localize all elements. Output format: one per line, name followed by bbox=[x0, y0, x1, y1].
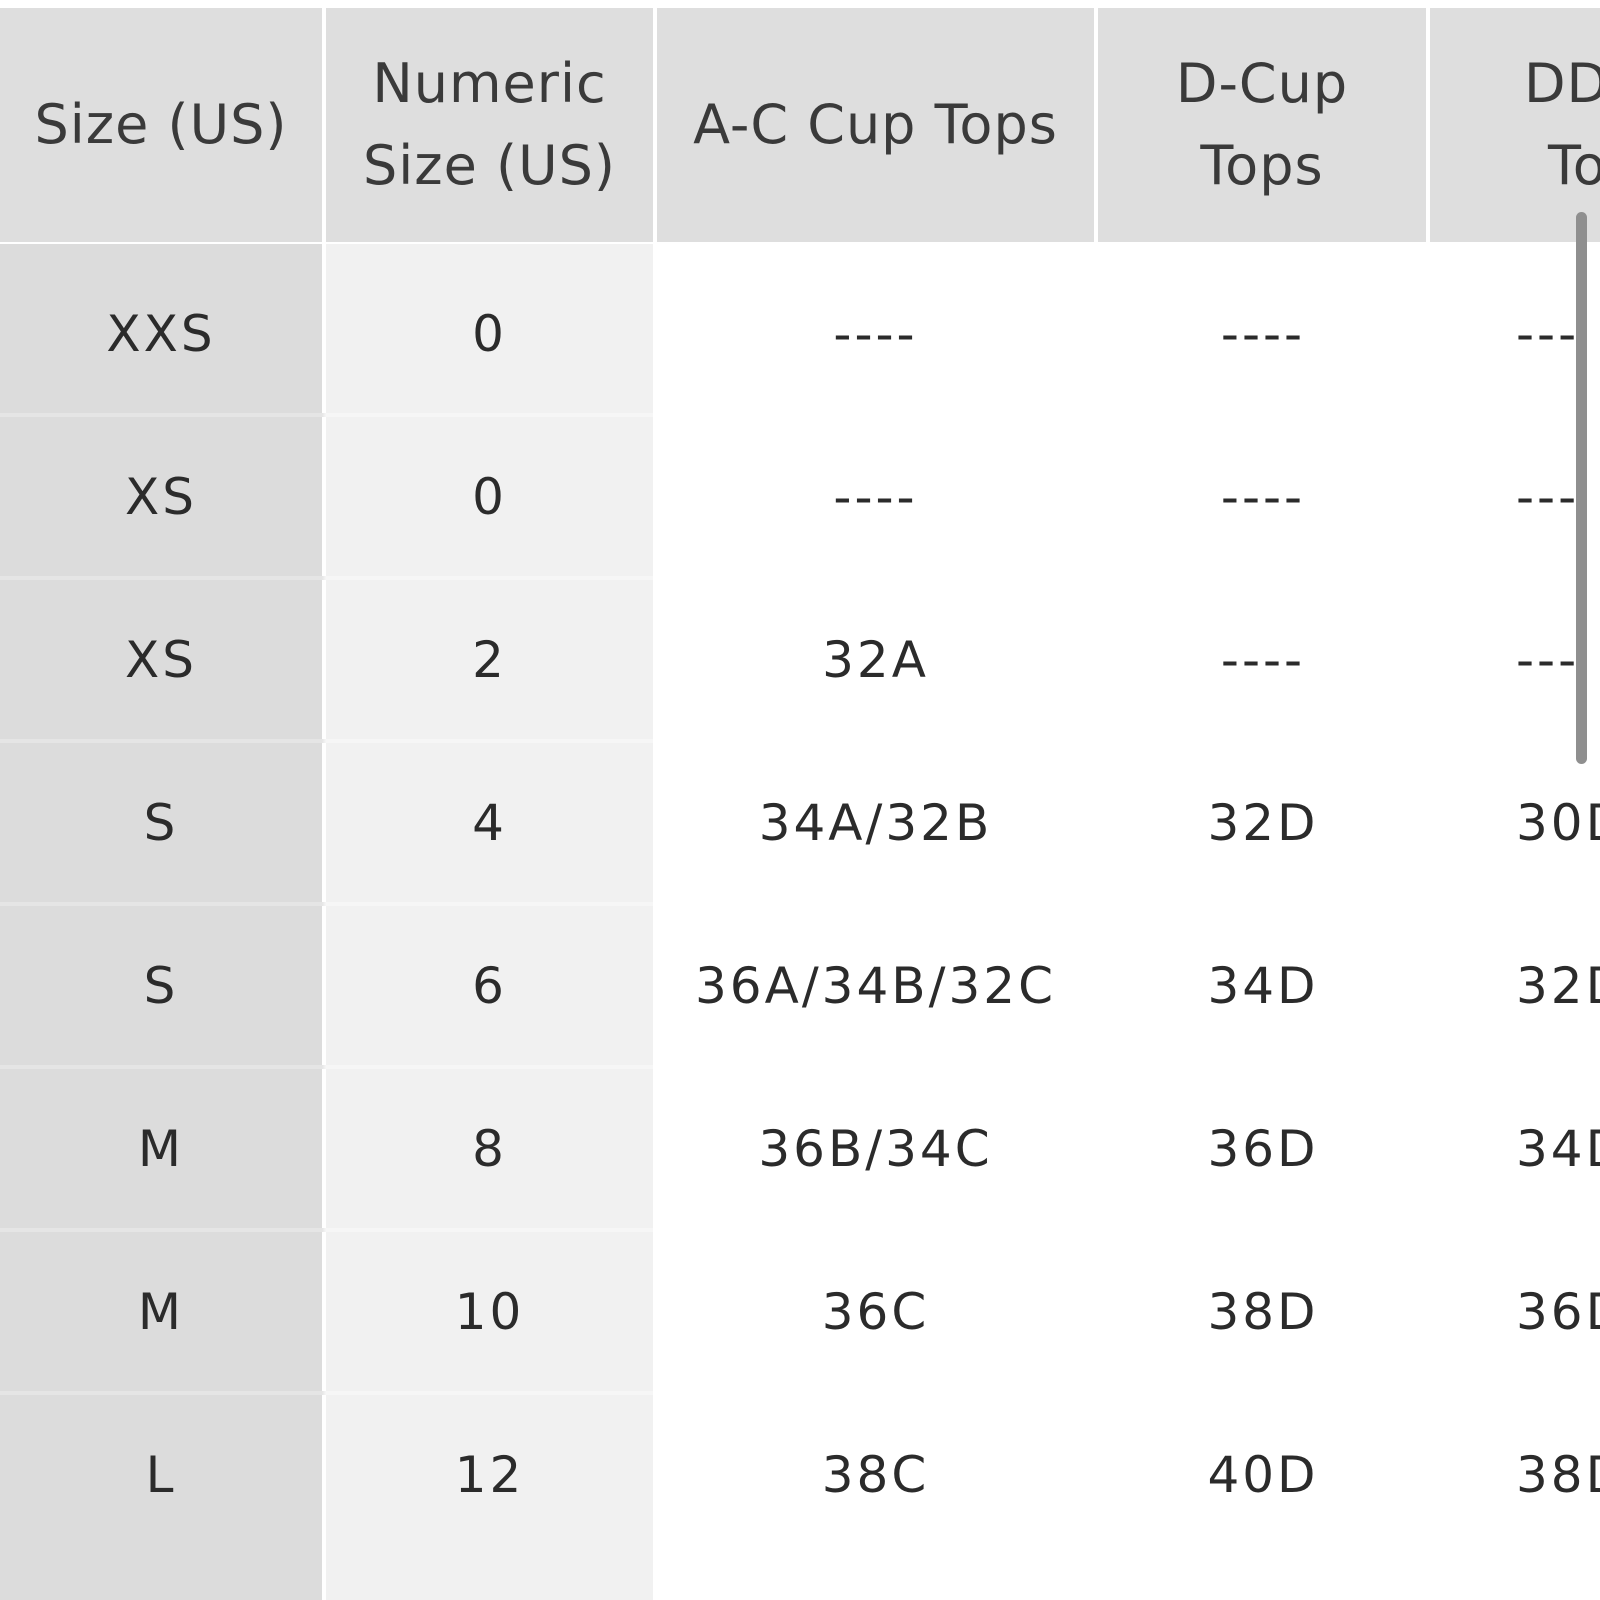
table-cell-dd-clip: 38D bbox=[1430, 1393, 1600, 1556]
table-cell-d: 32D bbox=[1207, 793, 1319, 852]
table-cell-dd: 36D bbox=[1516, 1282, 1600, 1341]
header-numeric-line-2: Size (US) bbox=[363, 134, 616, 197]
table-cell-dd: 38D bbox=[1516, 1445, 1600, 1504]
row-separator bbox=[0, 1065, 653, 1069]
table-cell-size: M bbox=[137, 1282, 185, 1341]
header-numeric-size-us: Numeric Size (US) bbox=[326, 8, 653, 242]
numeric-column-background bbox=[326, 244, 653, 1600]
vertical-scrollbar[interactable] bbox=[1576, 212, 1587, 764]
header-dd-line-2: Top bbox=[1547, 134, 1600, 197]
table-cell-dd: 34D bbox=[1516, 1119, 1600, 1178]
table-cell-size: S bbox=[143, 956, 179, 1015]
table-cell-numeric: 12 bbox=[454, 1445, 525, 1504]
header-d-cup-tops: D-Cup Tops bbox=[1098, 8, 1426, 242]
row-separator bbox=[0, 1228, 653, 1232]
header-dd-cup-tops: DD C Top bbox=[1430, 8, 1600, 242]
table-cell-numeric: 4 bbox=[472, 793, 507, 852]
table-cell-numeric: 6 bbox=[472, 956, 507, 1015]
table-cell-size: XS bbox=[125, 467, 197, 526]
table-cell-numeric: 0 bbox=[472, 304, 507, 363]
table-cell-dd: 32D bbox=[1516, 956, 1600, 1015]
table-cell-size: XXS bbox=[106, 304, 216, 363]
row-separator bbox=[0, 1391, 653, 1395]
header-d-line-1: D-Cup bbox=[1175, 52, 1349, 115]
header-dd-line-1: DD C bbox=[1523, 52, 1600, 115]
table-cell-size: L bbox=[145, 1445, 177, 1504]
table-cell-dd: 30D bbox=[1516, 793, 1600, 852]
table-cell-ac: 36B/34C bbox=[758, 1119, 993, 1178]
header-d-line-2: Tops bbox=[1200, 134, 1324, 197]
table-cell-d: 38D bbox=[1207, 1282, 1319, 1341]
row-separator bbox=[0, 739, 653, 743]
table-cell-ac: 34A/32B bbox=[758, 793, 993, 852]
table-cell-ac: 32A bbox=[822, 630, 929, 689]
table-cell-numeric: 8 bbox=[472, 1119, 507, 1178]
table-cell-ac: 36C bbox=[821, 1282, 930, 1341]
row-separator bbox=[0, 413, 653, 417]
size-column-background bbox=[0, 244, 322, 1600]
table-cell-size: XS bbox=[125, 630, 197, 689]
table-cell-d: ---- bbox=[1220, 630, 1306, 689]
table-cell-numeric: 10 bbox=[454, 1282, 525, 1341]
table-cell-ac: ---- bbox=[833, 304, 918, 363]
table-cell-d: ---- bbox=[1220, 467, 1306, 526]
table-cell-dd-clip: --- bbox=[1430, 252, 1600, 415]
table-cell-d: 36D bbox=[1207, 1119, 1319, 1178]
header-ac-cup-tops: A-C Cup Tops bbox=[657, 8, 1094, 242]
table-cell-numeric: 0 bbox=[472, 467, 507, 526]
table-cell-d: 40D bbox=[1207, 1445, 1319, 1504]
header-size-us: Size (US) bbox=[0, 8, 322, 242]
table-cell-dd-clip: --- bbox=[1430, 578, 1600, 741]
table-cell-size: S bbox=[143, 793, 179, 852]
table-cell-size: M bbox=[137, 1119, 185, 1178]
header-numeric-line-1: Numeric bbox=[372, 52, 607, 115]
row-separator bbox=[0, 576, 653, 580]
table-cell-dd: --- bbox=[1516, 467, 1580, 526]
table-cell-dd-clip: 30D bbox=[1430, 741, 1600, 904]
header-dd-cup-tops-clip: DD C Top bbox=[1430, 8, 1600, 242]
table-cell-dd-clip: 34D bbox=[1430, 1067, 1600, 1230]
header-size-us-label: Size (US) bbox=[34, 93, 288, 156]
table-cell-dd-clip: 32D bbox=[1430, 904, 1600, 1067]
table-cell-dd: --- bbox=[1516, 630, 1580, 689]
table-cell-numeric: 2 bbox=[472, 630, 507, 689]
row-separator bbox=[0, 902, 653, 906]
table-cell-ac: 38C bbox=[821, 1445, 930, 1504]
table-cell-dd-clip: --- bbox=[1430, 415, 1600, 578]
table-cell-ac: ---- bbox=[833, 467, 918, 526]
table-cell-ac: 36A/34B/32C bbox=[695, 956, 1056, 1015]
table-cell-d: 34D bbox=[1207, 956, 1319, 1015]
table-cell-d: ---- bbox=[1220, 304, 1306, 363]
table-cell-dd-clip: 36D bbox=[1430, 1230, 1600, 1393]
table-cell-dd: --- bbox=[1516, 304, 1580, 363]
header-ac-label: A-C Cup Tops bbox=[693, 93, 1058, 156]
